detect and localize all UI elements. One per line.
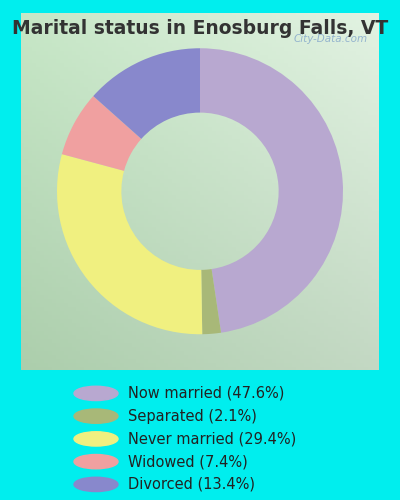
Text: Divorced (13.4%): Divorced (13.4%) (128, 477, 255, 492)
Text: Separated (2.1%): Separated (2.1%) (128, 408, 257, 424)
Wedge shape (200, 48, 343, 333)
Text: Never married (29.4%): Never married (29.4%) (128, 432, 296, 446)
Text: Widowed (7.4%): Widowed (7.4%) (128, 454, 248, 469)
Circle shape (74, 432, 118, 446)
Circle shape (74, 386, 118, 400)
Circle shape (74, 409, 118, 424)
Circle shape (74, 454, 118, 469)
Wedge shape (57, 154, 202, 334)
Wedge shape (62, 96, 141, 171)
Text: Marital status in Enosburg Falls, VT: Marital status in Enosburg Falls, VT (12, 19, 388, 38)
Wedge shape (201, 269, 221, 334)
Text: Now married (47.6%): Now married (47.6%) (128, 386, 284, 401)
Wedge shape (93, 48, 200, 139)
Text: City-Data.com: City-Data.com (294, 34, 368, 44)
Circle shape (74, 477, 118, 492)
